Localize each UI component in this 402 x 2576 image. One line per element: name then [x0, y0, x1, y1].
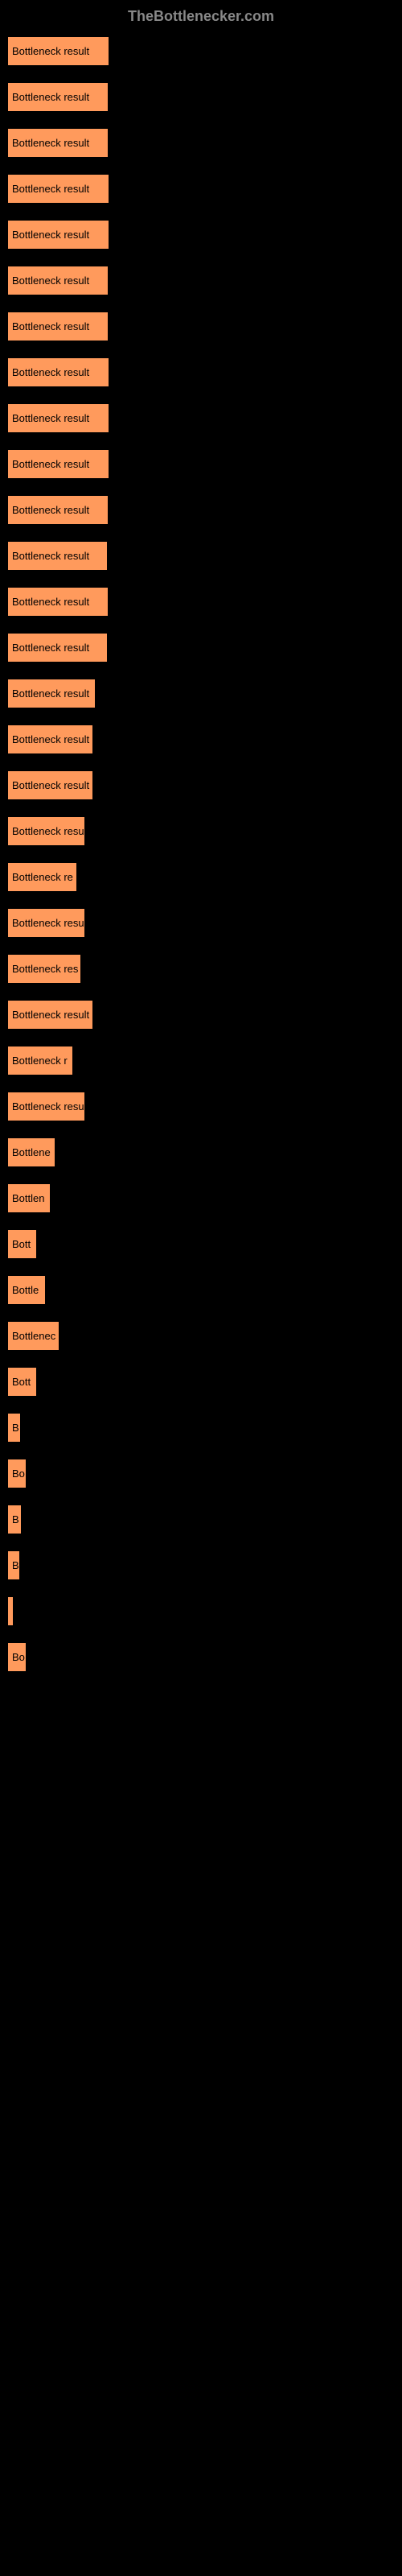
bar-row: Bottlene	[8, 1138, 394, 1166]
chart-bar: Bo	[8, 1643, 26, 1671]
bar-row: Bottleneck result	[8, 634, 394, 662]
bar-row: Bottleneck result	[8, 37, 394, 65]
bar-row: Bottleneck result	[8, 771, 394, 799]
bar-row: Bottleneck result	[8, 496, 394, 524]
chart-bar: Bottleneck result	[8, 358, 109, 386]
bar-row: Bottleneck result	[8, 129, 394, 157]
chart-bar: Bottleneck res	[8, 955, 80, 983]
bar-row: B	[8, 1551, 394, 1579]
bar-row: Bottleneck result	[8, 175, 394, 203]
bar-row: Bottleneck result	[8, 679, 394, 708]
chart-bar: Bottleneck result	[8, 771, 92, 799]
bar-row: Bottleneck result	[8, 404, 394, 432]
bar-row: Bottlen	[8, 1184, 394, 1212]
site-header: TheBottlenecker.com	[8, 8, 394, 25]
chart-bar: Bottlen	[8, 1184, 50, 1212]
chart-bar: Bottlene	[8, 1138, 55, 1166]
bar-row: Bottleneck result	[8, 83, 394, 111]
bar-row	[8, 1597, 394, 1625]
chart-bar: Bottlenec	[8, 1322, 59, 1350]
bar-row: Bottleneck result	[8, 1001, 394, 1029]
bar-row: Bott	[8, 1368, 394, 1396]
chart-bar	[8, 1597, 13, 1625]
bar-row: Bottleneck result	[8, 221, 394, 249]
chart-bar: Bottleneck result	[8, 1001, 92, 1029]
bar-row: Bottleneck result	[8, 542, 394, 570]
bar-row: Bottleneck result	[8, 312, 394, 341]
bar-row: Bottleneck result	[8, 266, 394, 295]
chart-bar: Bottleneck result	[8, 266, 108, 295]
bar-row: Bottleneck r	[8, 1046, 394, 1075]
chart-bar: B	[8, 1551, 19, 1579]
chart-bar: Bottleneck result	[8, 404, 109, 432]
chart-bar: B	[8, 1414, 20, 1442]
chart-bar: Bottleneck result	[8, 129, 108, 157]
bar-row: Bottleneck re	[8, 863, 394, 891]
bar-row: Bottle	[8, 1276, 394, 1304]
bar-row: Bottleneck result	[8, 358, 394, 386]
chart-bar: Bottle	[8, 1276, 45, 1304]
chart-bar: Bott	[8, 1230, 36, 1258]
bar-row: Bottleneck res	[8, 955, 394, 983]
bar-row: Bottleneck result	[8, 588, 394, 616]
chart-bar: Bott	[8, 1368, 36, 1396]
chart-bar: Bottleneck result	[8, 725, 92, 753]
chart-bar: Bottleneck re	[8, 863, 76, 891]
chart-bar: Bo	[8, 1459, 26, 1488]
bar-row: B	[8, 1505, 394, 1534]
chart-bar: Bottleneck result	[8, 83, 108, 111]
bar-row: Bottlenec	[8, 1322, 394, 1350]
chart-bar: Bottleneck result	[8, 542, 107, 570]
bar-row: Bottleneck result	[8, 725, 394, 753]
chart-bar: Bottleneck result	[8, 679, 95, 708]
chart-bar: Bottleneck r	[8, 1046, 72, 1075]
chart-bar: Bottleneck resu	[8, 1092, 84, 1121]
chart-bar: B	[8, 1505, 21, 1534]
chart-bar: Bottleneck result	[8, 634, 107, 662]
chart-bar: Bottleneck result	[8, 175, 109, 203]
chart-bar: Bottleneck result	[8, 496, 108, 524]
bar-row: B	[8, 1414, 394, 1442]
bar-row: Bott	[8, 1230, 394, 1258]
chart-bar: Bottleneck result	[8, 450, 109, 478]
chart-bar: Bottleneck result	[8, 588, 108, 616]
chart-bar: Bottleneck resu	[8, 817, 84, 845]
chart-bar: Bottleneck result	[8, 37, 109, 65]
bar-row: Bo	[8, 1459, 394, 1488]
bar-chart: Bottleneck result Bottleneck result Bottle…	[8, 37, 394, 1671]
bar-row: Bottleneck resu	[8, 1092, 394, 1121]
bar-row: Bottleneck result	[8, 450, 394, 478]
bar-row: Bottleneck resu	[8, 909, 394, 937]
chart-bar: Bottleneck result	[8, 312, 108, 341]
bar-row: Bo	[8, 1643, 394, 1671]
chart-bar: Bottleneck result	[8, 221, 109, 249]
bar-row: Bottleneck resu	[8, 817, 394, 845]
chart-bar: Bottleneck resu	[8, 909, 84, 937]
